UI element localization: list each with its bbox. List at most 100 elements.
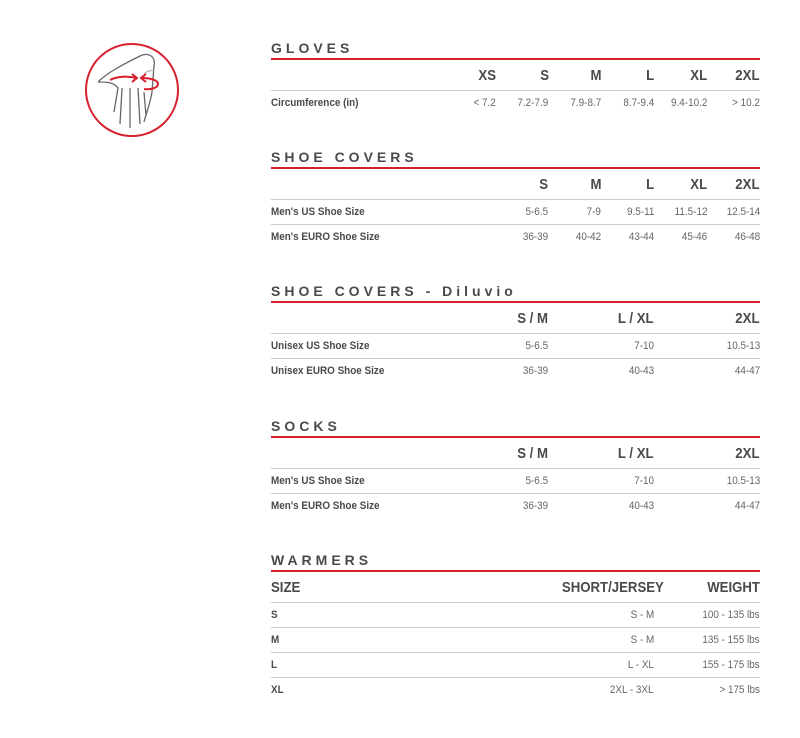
cell-value-text: 36-39	[522, 365, 548, 377]
row-label: M	[271, 627, 548, 653]
cell-value: 2XL - 3XL	[548, 677, 654, 702]
row-label: Men's EURO Shoe Size	[271, 493, 442, 518]
cell-value-text: 100 - 135 lbs	[702, 609, 760, 621]
row-label: Circumference (in)	[271, 91, 443, 116]
cell-value-text: > 175 lbs	[719, 684, 760, 696]
row-label-text: S	[271, 609, 278, 621]
table-row: Unisex EURO Shoe Size 36-39 40-43 44-47	[271, 358, 760, 383]
column-header: M	[548, 169, 601, 200]
cell-value: 10.5-13	[654, 469, 760, 494]
table-row: L L - XL 155 - 175 lbs	[271, 652, 760, 678]
column-header: XL	[654, 169, 707, 200]
cell-value: 40-42	[548, 224, 601, 249]
cell-value-text: 10.5-13	[726, 475, 760, 487]
size-table: SIZE SHORT/JERSEY WEIGHT S S - M 100 - 135 lb…	[271, 572, 760, 702]
cell-value-text: 7-9	[586, 206, 601, 218]
cell-value: 40-43	[548, 358, 654, 383]
cell-value: 135 - 155 lbs	[654, 627, 760, 653]
column-header: S / M	[442, 438, 548, 469]
cell-value-text: 7-10	[634, 340, 654, 352]
cell-value-text: > 10.2	[732, 97, 760, 109]
table-row: Unisex US Shoe Size 5-6.5 7-10 10.5-13	[271, 334, 760, 359]
section-title: GLOVES	[271, 40, 354, 56]
column-header-text: SHORT/JERSEY	[561, 578, 664, 596]
row-label-text: M	[271, 634, 280, 646]
table-row: XL 2XL - 3XL > 175 lbs	[271, 677, 760, 702]
row-label-text: XL	[271, 684, 284, 696]
row-label-text: Men's US Shoe Size	[271, 475, 365, 487]
cell-value: 5-6.5	[495, 200, 548, 225]
column-header: L / XL	[548, 303, 654, 334]
column-header-text: XL	[690, 66, 708, 84]
column-header-text: WEIGHT	[707, 578, 760, 596]
cell-value: < 7.2	[443, 91, 496, 116]
column-header-text: 2XL	[735, 66, 760, 84]
cell-value: S - M	[548, 627, 654, 653]
column-header-text: S	[539, 66, 549, 84]
column-header: XS	[443, 60, 496, 91]
cell-value: 45-46	[654, 224, 707, 249]
column-header: WEIGHT	[654, 572, 760, 603]
column-header-text: XS	[478, 66, 496, 84]
column-header-text: S / M	[517, 444, 548, 462]
cell-value: > 175 lbs	[654, 677, 760, 702]
column-header: L	[601, 60, 654, 91]
table-row: Men's US Shoe Size 5-6.5 7-10 10.5-13	[271, 469, 760, 494]
hand-circumference-icon	[85, 43, 179, 137]
cell-value-text: 40-43	[628, 500, 654, 512]
column-header-text: M	[590, 175, 601, 193]
divider	[271, 58, 760, 60]
row-label-text: Circumference (in)	[271, 97, 359, 109]
column-header: 2XL	[654, 303, 760, 334]
column-header: XL	[654, 60, 707, 91]
cell-value-text: 7-10	[634, 475, 654, 487]
column-header-text: L	[646, 66, 655, 84]
cell-value-text: 5-6.5	[525, 206, 548, 218]
column-header: SHORT/JERSEY	[548, 572, 664, 603]
row-label-text: Unisex EURO Shoe Size	[271, 365, 385, 377]
cell-value-text: 9.4-10.2	[670, 97, 708, 109]
section-title: SHOE COVERS - Diluvio	[271, 283, 517, 299]
cell-value: 36-39	[442, 358, 548, 383]
table-row: Circumference (in) < 7.2 7.2-7.9 7.9-8.7 8.7…	[271, 91, 760, 116]
section-title: SOCKS	[271, 418, 341, 434]
cell-value: L - XL	[548, 652, 654, 678]
cell-value: 155 - 175 lbs	[654, 652, 760, 678]
size-chart-shoe-covers: SHOE COVERS S M L XL 2XL Men's US Shoe Size 5-6…	[271, 147, 760, 249]
column-header-text: L / XL	[618, 309, 654, 327]
column-header: L	[601, 169, 654, 200]
cell-value-text: 36-39	[522, 231, 548, 243]
column-header-text: S	[539, 175, 548, 193]
cell-value: 7-9	[548, 200, 601, 225]
cell-value: 5-6.5	[442, 469, 548, 494]
table-row: Men's EURO Shoe Size 36-39 40-42 43-44 45-46…	[271, 224, 760, 249]
column-header: SIZE	[271, 572, 548, 603]
cell-value: 40-43	[548, 493, 654, 518]
cell-value-text: S - M	[630, 609, 654, 621]
cell-value: 9.5-11	[601, 200, 654, 225]
column-header: S	[496, 60, 549, 91]
divider	[271, 301, 760, 303]
cell-value-text: 45-46	[681, 231, 707, 243]
cell-value-text: < 7.2	[473, 97, 496, 109]
divider	[271, 570, 760, 572]
size-table: S M L XL 2XL Men's US Shoe Size 5-6.5 7-9 9.5-11…	[271, 169, 760, 249]
column-header: 2XL	[654, 438, 760, 469]
cell-value-text: 135 - 155 lbs	[702, 634, 760, 646]
cell-value: 8.7-9.4	[601, 91, 654, 116]
column-header-text: XL	[690, 175, 707, 193]
cell-value: 100 - 135 lbs	[654, 603, 760, 628]
column-header-text: 2XL	[735, 309, 760, 327]
row-label-text: Unisex US Shoe Size	[271, 340, 370, 352]
size-table: XS S M L XL 2XL Circumference (in) < 7.2 7.2-7.9…	[271, 60, 760, 115]
row-label: Unisex EURO Shoe Size	[271, 358, 442, 383]
row-label: Men's EURO Shoe Size	[271, 224, 495, 249]
cell-value-text: 9.5-11	[626, 206, 654, 218]
cell-value-text: 8.7-9.4	[623, 97, 655, 109]
section-title: WARMERS	[271, 552, 373, 568]
cell-value-text: 7.2-7.9	[517, 97, 549, 109]
size-chart-shoe-covers-diluvio: SHOE COVERS - Diluvio S / M L / XL 2XL Unise…	[271, 281, 760, 383]
size-chart-warmers: WARMERS SIZE SHORT/JERSEY WEIGHT S S - M 100 -…	[271, 550, 760, 702]
column-header: S	[495, 169, 548, 200]
cell-value: 46-48	[707, 224, 760, 249]
